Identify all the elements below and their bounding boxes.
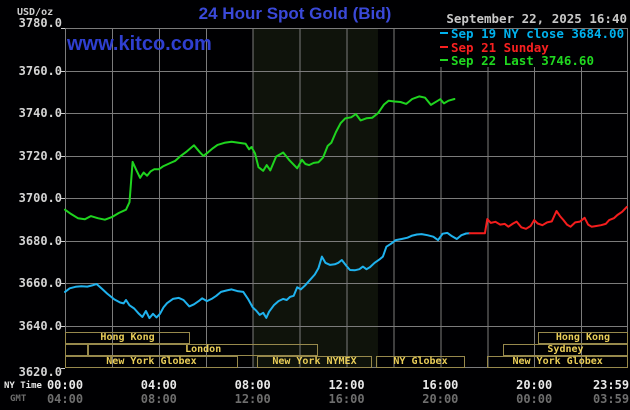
session-box-hong-kong: Hong Kong [65, 332, 191, 344]
y-axis-label: 3780.0 [18, 16, 62, 30]
session-box-hong-kong: Hong Kong [537, 332, 628, 344]
y-axis-label: 3760.0 [18, 63, 62, 78]
y-axis-label: 3620.0 [18, 365, 62, 379]
x-axis-label-gmt: 03:59 [592, 391, 630, 406]
x-axis-label-ny: 23:59 [592, 378, 630, 392]
session-box-ny-globex: NY Globex [376, 356, 465, 368]
x-axis-label-gmt: 08:00 [140, 391, 177, 406]
legend-backdrop [434, 29, 627, 67]
series-sep21-line [468, 205, 628, 235]
x-axis-label-ny: 12:00 [328, 378, 365, 392]
y-axis-unit-label: USD/oz [17, 7, 54, 18]
session-box-london: London [88, 344, 318, 356]
y-axis-label: 3640.0 [18, 318, 62, 333]
legend-dash-sep21 [440, 45, 448, 48]
legend-dash-sep19 [440, 32, 448, 34]
session-box-new-york-globex: New York Globex [487, 356, 628, 368]
session-box-sydney: Sydney [502, 344, 628, 356]
x-axis-label-ny: 00:00 [46, 378, 84, 392]
legend-dash-sep22 [440, 59, 448, 61]
x-axis-label-gmt: 16:00 [328, 391, 365, 406]
session-box-new-york-globex: New York Globex [65, 356, 238, 368]
kitco-watermark-link[interactable]: www.kitco.com [67, 33, 212, 55]
x-axis-label-gmt: 00:00 [516, 391, 553, 406]
chart-datetime-label: September 22, 2025 16:40 [446, 11, 627, 26]
series-sep19-line [64, 231, 471, 320]
y-axis-label: 3740.0 [18, 106, 62, 120]
gmt-axis-label: GMT [10, 394, 27, 404]
session-box-new-york-nymex: New York NYMEX [256, 356, 373, 368]
y-axis-label: 3680.0 [18, 233, 62, 248]
ny-time-axis-label: NY Time [4, 381, 42, 391]
x-axis-label-gmt: 20:00 [422, 391, 459, 406]
x-axis-label-ny: 16:00 [422, 378, 459, 392]
session-box-unlabeled [65, 344, 89, 356]
legend-item-sep22-last: Sep 22 Last 3746.60 [451, 53, 594, 68]
x-axis-label-ny: 04:00 [140, 378, 177, 392]
legend-item-sep21-sunday: Sep 21 Sunday [451, 39, 549, 55]
series-sep22-line [64, 95, 456, 221]
x-axis-label-ny: 20:00 [516, 378, 553, 392]
y-axis-label: 3660.0 [18, 276, 62, 290]
y-axis-label: 3720.0 [18, 148, 62, 163]
legend-item-sep19-ny-close: Sep 19 NY close 3684.00 [451, 26, 625, 41]
y-axis-label: 3700.0 [18, 191, 62, 205]
x-axis-label-gmt: 04:00 [46, 391, 84, 406]
x-axis-label-ny: 08:00 [234, 378, 271, 392]
x-axis-label-gmt: 12:00 [234, 391, 271, 406]
chart-title: 24 Hour Spot Gold (Bid) [198, 4, 392, 23]
